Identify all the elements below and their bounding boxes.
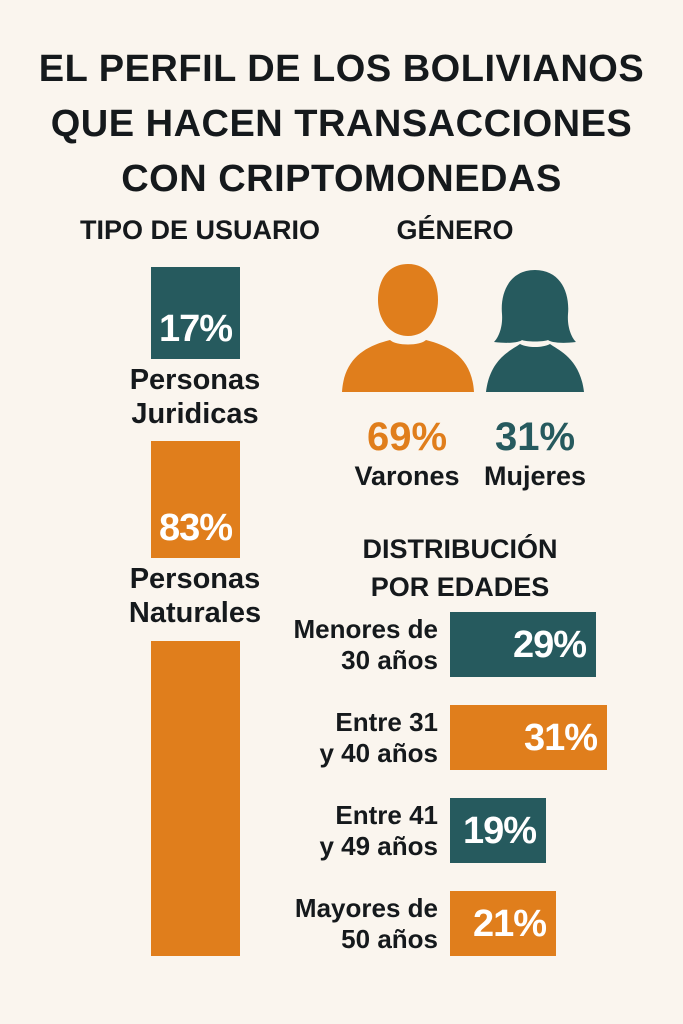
age-category-label-line: Entre 31 (335, 707, 438, 737)
label-varones: Varones (354, 461, 460, 491)
age-category-label-line: 50 años (341, 924, 438, 954)
age-category-label-line: Menores de (293, 614, 439, 644)
category-label-juridicas: Personas Juridicas (80, 363, 310, 431)
bar-personas-naturales-extension (151, 641, 240, 956)
bar-personas-juridicas (151, 267, 240, 359)
category-label-juridicas-line-2: Juridicas (131, 398, 259, 430)
age-category-label-line: y 49 años (319, 831, 438, 861)
distribucion-heading-line-2: POR EDADES (370, 572, 550, 602)
title-line-1: EL PERFIL DE LOS BOLIVIANOS (38, 48, 645, 90)
age-category-label-line: Entre 41 (335, 800, 438, 830)
age-bar (450, 705, 607, 770)
age-value-label: 29% (512, 624, 587, 666)
age-category-label: Mayores de 50 años (295, 893, 438, 955)
pct-mujeres: 31% (494, 415, 576, 459)
value-label-naturales: 83% (158, 507, 233, 549)
distribucion-heading-line-1: DISTRIBUCIÓN (362, 534, 558, 564)
age-bar (450, 798, 546, 863)
title-line-2: QUE HACEN TRANSACCIONES (50, 103, 633, 145)
pct-varones: 69% (366, 415, 448, 459)
genero-heading: GÉNERO (396, 215, 514, 245)
title-line-3: CON CRIPTOMONEDAS (121, 158, 562, 200)
age-category-label: Menores de 30 años (294, 614, 439, 676)
woman-silhouette-icon (486, 270, 584, 392)
bar-personas-naturales (151, 441, 240, 558)
age-value-label: 31% (523, 717, 598, 759)
age-bar (450, 891, 556, 956)
category-label-naturales: Personas Naturales (70, 562, 320, 630)
tipo-usuario-heading: TIPO DE USUARIO (79, 215, 321, 245)
age-category-label-line: y 40 años (319, 738, 438, 768)
label-mujeres: Mujeres (483, 461, 587, 491)
age-value-label: 21% (472, 903, 547, 945)
age-category-label: Entre 41 y 49 años (319, 800, 438, 862)
value-label-juridicas: 17% (158, 308, 233, 350)
man-silhouette-icon (342, 264, 474, 392)
page-title: EL PERFIL DE LOS BOLIVIANOS QUE HACEN TR… (0, 42, 683, 207)
age-category-label-line: 30 años (341, 645, 438, 675)
distribucion-edades-heading: DISTRIBUCIÓN POR EDADES (330, 530, 590, 606)
age-value-label: 19% (462, 810, 537, 852)
category-label-naturales-line-2: Naturales (128, 597, 262, 629)
category-label-naturales-line-1: Personas (129, 563, 261, 595)
age-category-label: Entre 31 y 40 años (319, 707, 438, 769)
age-bar (450, 612, 596, 677)
age-category-label-line: Mayores de (294, 893, 438, 923)
category-label-juridicas-line-1: Personas (129, 364, 261, 396)
